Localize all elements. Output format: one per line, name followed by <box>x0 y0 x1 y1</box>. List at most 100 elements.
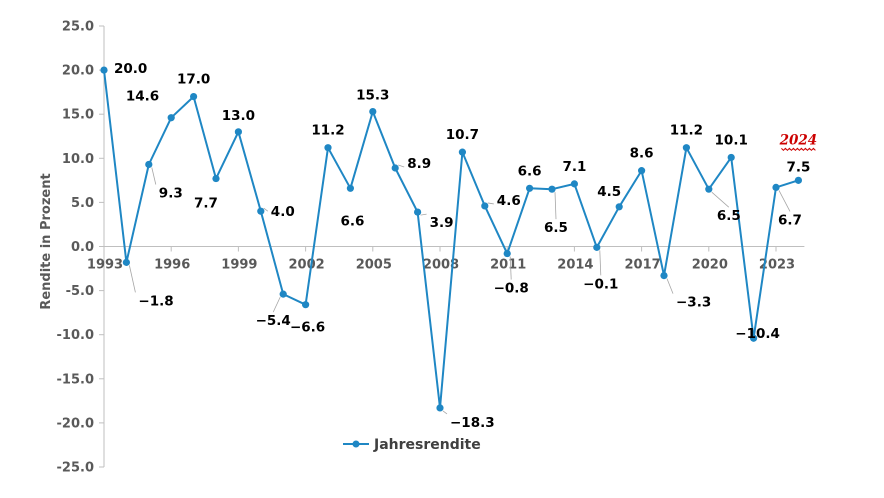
data-label-2018: −3.3 <box>676 295 711 311</box>
data-point-2004 <box>346 184 354 192</box>
data-point-2016 <box>615 203 623 211</box>
data-label-2005: 15.3 <box>356 88 389 104</box>
leader-lines-group <box>129 164 791 415</box>
x-tick-label: 2017 <box>625 258 661 273</box>
data-label-2007: 3.9 <box>430 215 454 231</box>
data-point-2014 <box>570 180 579 188</box>
data-point-2017 <box>638 167 646 175</box>
leader-line-2001 <box>272 296 281 313</box>
leader-line-2006 <box>398 164 405 168</box>
data-label-1998: 7.7 <box>194 196 218 212</box>
leader-line-2018 <box>666 278 674 294</box>
x-tick-label: 1999 <box>221 258 257 273</box>
data-point-1999 <box>234 128 242 136</box>
data-label-2020: 6.5 <box>717 208 741 224</box>
data-label-2011: −0.8 <box>494 281 529 297</box>
x-tick-label: 2008 <box>423 258 459 273</box>
data-label-2002: −6.6 <box>290 320 325 336</box>
data-label-1997: 17.0 <box>177 72 210 88</box>
x-tick-label: 2020 <box>692 258 728 273</box>
data-label-1994: −1.8 <box>138 293 173 309</box>
y-tick-label: 15.0 <box>62 108 94 123</box>
data-label-2023: 6.7 <box>778 212 802 228</box>
data-label-2012: 6.6 <box>518 163 542 179</box>
data-label-2006: 8.9 <box>407 156 431 172</box>
axes-group: 25.0 20.0 15.0 10.0 5.0 0.0 -5.0 -10.0 -15.0 -20.… <box>57 20 805 476</box>
data-point-2013 <box>548 185 556 193</box>
y-tick-label: 25.0 <box>62 20 94 35</box>
series-group <box>100 66 803 412</box>
x-tick-label: 2005 <box>356 258 392 273</box>
data-label-2021: 10.1 <box>715 132 748 148</box>
data-point-1995 <box>145 160 153 169</box>
data-label-1995: 9.3 <box>159 185 183 201</box>
leader-line-2023 <box>778 190 791 212</box>
data-label-2019: 11.2 <box>670 123 703 139</box>
series-line-jahresrendite <box>103 69 799 409</box>
leader-line-2011 <box>509 256 512 280</box>
leader-line-2015 <box>599 250 602 276</box>
data-point-1993 <box>100 66 108 74</box>
data-point-2007 <box>414 208 422 216</box>
y-tick-label: 0.0 <box>71 240 94 255</box>
x-tick-label: 2002 <box>289 258 325 273</box>
y-tick-label: 5.0 <box>71 196 94 211</box>
y-tick-label: -10.0 <box>57 328 94 343</box>
data-point-2009 <box>458 148 466 156</box>
data-point-2005 <box>369 107 377 116</box>
data-point-2010 <box>481 202 489 210</box>
data-point-1998 <box>212 174 220 183</box>
data-point-2011 <box>503 249 511 258</box>
y-tick-label: -25.0 <box>57 461 94 476</box>
data-point-2020 <box>705 185 713 193</box>
data-point-2002 <box>302 301 310 309</box>
data-point-2001 <box>279 290 287 298</box>
data-label-2022: −10.4 <box>735 326 780 342</box>
data-label-2000: 4.0 <box>271 204 295 220</box>
legend-marker-swatch <box>352 440 360 448</box>
leader-line-2000 <box>263 207 269 212</box>
data-point-1997 <box>190 92 198 101</box>
leader-line-2013 <box>554 192 557 220</box>
legend[interactable]: Jahresrendite <box>343 437 481 453</box>
leader-line-2007 <box>420 213 427 216</box>
y-tick-label: -20.0 <box>57 416 94 431</box>
data-label-2008: −18.3 <box>450 415 495 431</box>
data-label-2015: −0.1 <box>583 276 618 292</box>
leader-line-1995 <box>151 167 157 185</box>
y-tick-label: 10.0 <box>62 152 94 167</box>
data-point-2024 <box>794 176 803 184</box>
data-point-1996 <box>167 114 175 122</box>
data-label-1999: 13.0 <box>222 108 255 124</box>
data-point-1994 <box>122 258 130 266</box>
leader-line-2008 <box>442 410 448 415</box>
x-tick-label: 2023 <box>759 258 795 273</box>
data-label-2013: 6.5 <box>544 220 568 236</box>
data-label-2009: 10.7 <box>446 127 479 143</box>
y-tick-label: 20.0 <box>62 64 94 79</box>
data-point-2022 <box>750 334 758 342</box>
data-point-2006 <box>391 164 399 172</box>
annotation-2024: 2024 <box>779 132 818 148</box>
data-point-2023 <box>772 183 780 192</box>
data-label-2016: 4.5 <box>597 184 621 200</box>
data-label-2001: −5.4 <box>256 313 291 329</box>
x-tick-label: 1996 <box>154 258 190 273</box>
data-label-2017: 8.6 <box>630 146 654 162</box>
y-tick-label: -5.0 <box>66 284 94 299</box>
data-label-2014: 7.1 <box>562 159 586 175</box>
data-point-2019 <box>682 144 691 152</box>
leader-line-2010 <box>487 202 494 205</box>
data-label-2024: 7.5 <box>786 159 810 175</box>
legend-label: Jahresrendite <box>373 437 481 453</box>
leader-line-2020 <box>711 191 730 208</box>
x-tick-label: 1993 <box>87 258 123 273</box>
y-tick-label: -15.0 <box>57 372 94 387</box>
x-tick-label: 2014 <box>557 258 593 273</box>
data-point-2008 <box>436 404 444 412</box>
data-label-2003: 11.2 <box>311 123 344 139</box>
data-point-2018 <box>660 272 668 280</box>
data-label-2010: 4.6 <box>497 193 521 209</box>
data-labels-group: 20.0 −1.8 9.3 14.6 17.0 7.7 13.0 4.0 −5.4 −6.6 11.… <box>114 61 810 431</box>
